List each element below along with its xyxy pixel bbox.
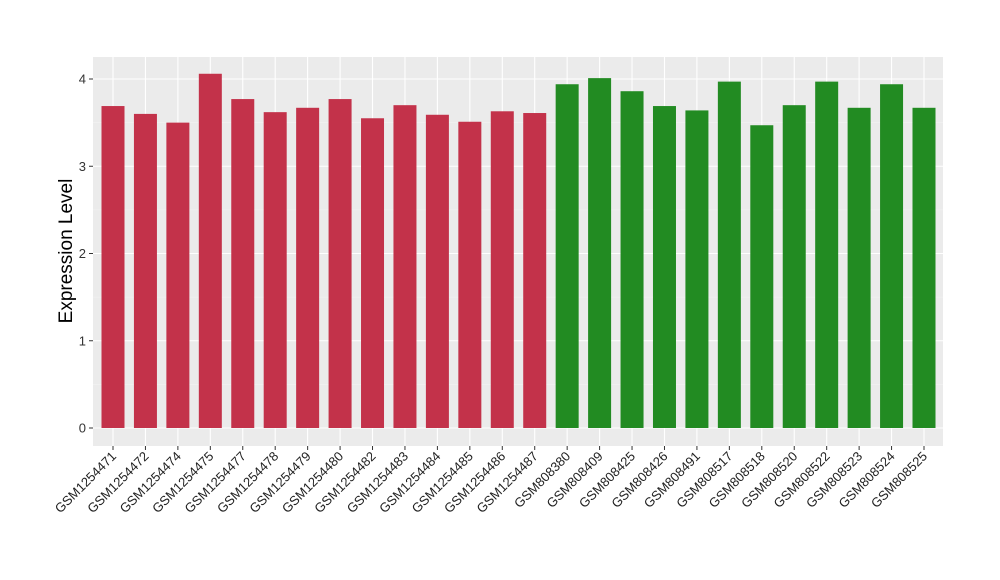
bar: [425, 114, 449, 429]
bar: [685, 110, 709, 428]
bar: [782, 105, 806, 429]
bar: [555, 84, 579, 429]
bar: [361, 118, 385, 428]
bar: [263, 112, 287, 428]
bar: [231, 99, 255, 428]
bar: [847, 107, 871, 428]
bar: [523, 113, 547, 428]
bar: [880, 84, 904, 429]
y-tick-label: 0: [79, 421, 86, 436]
bar: [620, 91, 644, 428]
bar: [458, 121, 482, 428]
bar: [912, 107, 936, 428]
y-tick-label: 3: [79, 159, 86, 174]
y-tick-label: 4: [79, 72, 86, 87]
bar: [296, 107, 320, 428]
bar: [490, 111, 514, 428]
bar: [328, 99, 352, 428]
y-axis-label: Expression Level: [56, 179, 77, 324]
bar: [588, 78, 612, 428]
bar: [750, 125, 774, 429]
bar: [717, 81, 741, 429]
bar: [166, 122, 190, 428]
bar: [652, 106, 676, 429]
bar: [198, 73, 222, 428]
bar: [393, 105, 417, 429]
bar: [101, 106, 125, 429]
bar: [133, 113, 157, 429]
y-tick-label: 1: [79, 333, 86, 348]
y-tick-label: 2: [79, 246, 86, 261]
bar: [815, 81, 839, 429]
